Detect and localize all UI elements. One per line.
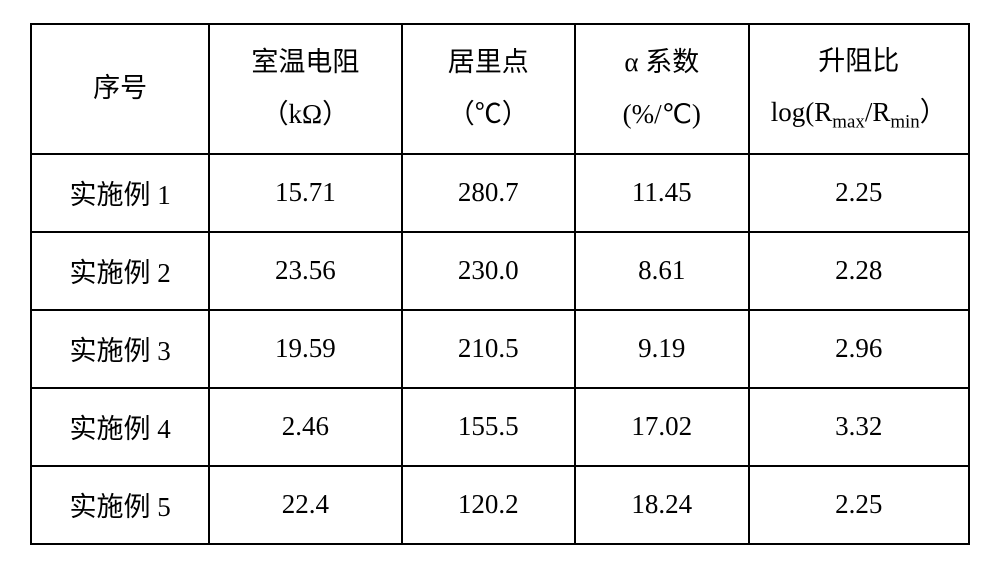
cell-rr: 2.96 bbox=[749, 310, 969, 388]
cell-rr: 2.28 bbox=[749, 232, 969, 310]
table-row: 实施例 5 22.4 120.2 18.24 2.25 bbox=[31, 466, 969, 544]
cell-rr: 2.25 bbox=[749, 466, 969, 544]
cell-rtr: 15.71 bbox=[209, 154, 401, 232]
header-ac-line1: α 系数 bbox=[582, 37, 742, 88]
header-alpha-coef: α 系数 (%/℃) bbox=[575, 24, 749, 154]
header-curie-point: 居里点 （℃） bbox=[402, 24, 576, 154]
cell-cp: 280.7 bbox=[402, 154, 576, 232]
cell-rtr: 2.46 bbox=[209, 388, 401, 466]
table-header: 序号 室温电阻 （kΩ） 居里点 （℃） α 系数 (%/℃) 升阻比 log(… bbox=[31, 24, 969, 154]
header-rr-l2-suffix: ） bbox=[920, 97, 947, 127]
cell-seq: 实施例 3 bbox=[31, 310, 209, 388]
header-rr-l2-sub1: max bbox=[832, 112, 865, 133]
cell-ac: 8.61 bbox=[575, 232, 749, 310]
cell-ac: 18.24 bbox=[575, 466, 749, 544]
table-row: 实施例 1 15.71 280.7 11.45 2.25 bbox=[31, 154, 969, 232]
table-row: 实施例 2 23.56 230.0 8.61 2.28 bbox=[31, 232, 969, 310]
cell-seq: 实施例 4 bbox=[31, 388, 209, 466]
header-cp-line1: 居里点 bbox=[409, 37, 569, 88]
cell-ac: 11.45 bbox=[575, 154, 749, 232]
header-rr-line1: 升阻比 bbox=[756, 36, 962, 87]
table-body: 实施例 1 15.71 280.7 11.45 2.25 实施例 2 23.56… bbox=[31, 154, 969, 544]
header-rtr-line2: （kΩ） bbox=[216, 89, 394, 140]
header-seq: 序号 bbox=[31, 24, 209, 154]
header-rr-l2-prefix: log(R bbox=[771, 97, 833, 127]
cell-cp: 210.5 bbox=[402, 310, 576, 388]
cell-cp: 155.5 bbox=[402, 388, 576, 466]
table-row: 实施例 3 19.59 210.5 9.19 2.96 bbox=[31, 310, 969, 388]
cell-ac: 9.19 bbox=[575, 310, 749, 388]
cell-rtr: 23.56 bbox=[209, 232, 401, 310]
header-room-temp-resistance: 室温电阻 （kΩ） bbox=[209, 24, 401, 154]
cell-cp: 230.0 bbox=[402, 232, 576, 310]
header-rr-l2-sub2: min bbox=[890, 112, 919, 133]
cell-ac: 17.02 bbox=[575, 388, 749, 466]
header-rr-line2: log(Rmax/Rmin） bbox=[756, 87, 962, 140]
table-header-row: 序号 室温电阻 （kΩ） 居里点 （℃） α 系数 (%/℃) 升阻比 log(… bbox=[31, 24, 969, 154]
cell-seq: 实施例 1 bbox=[31, 154, 209, 232]
cell-rr: 2.25 bbox=[749, 154, 969, 232]
header-seq-line1: 序号 bbox=[38, 63, 202, 114]
cell-seq: 实施例 2 bbox=[31, 232, 209, 310]
data-table-container: 序号 室温电阻 （kΩ） 居里点 （℃） α 系数 (%/℃) 升阻比 log(… bbox=[30, 23, 970, 545]
table-row: 实施例 4 2.46 155.5 17.02 3.32 bbox=[31, 388, 969, 466]
cell-rtr: 19.59 bbox=[209, 310, 401, 388]
header-rr-l2-mid: /R bbox=[865, 97, 891, 127]
cell-cp: 120.2 bbox=[402, 466, 576, 544]
cell-rr: 3.32 bbox=[749, 388, 969, 466]
header-cp-line2: （℃） bbox=[409, 89, 569, 140]
data-table: 序号 室温电阻 （kΩ） 居里点 （℃） α 系数 (%/℃) 升阻比 log(… bbox=[30, 23, 970, 545]
cell-rtr: 22.4 bbox=[209, 466, 401, 544]
header-ac-line2: (%/℃) bbox=[582, 89, 742, 140]
cell-seq: 实施例 5 bbox=[31, 466, 209, 544]
header-rtr-line1: 室温电阻 bbox=[216, 37, 394, 88]
header-resistance-ratio: 升阻比 log(Rmax/Rmin） bbox=[749, 24, 969, 154]
